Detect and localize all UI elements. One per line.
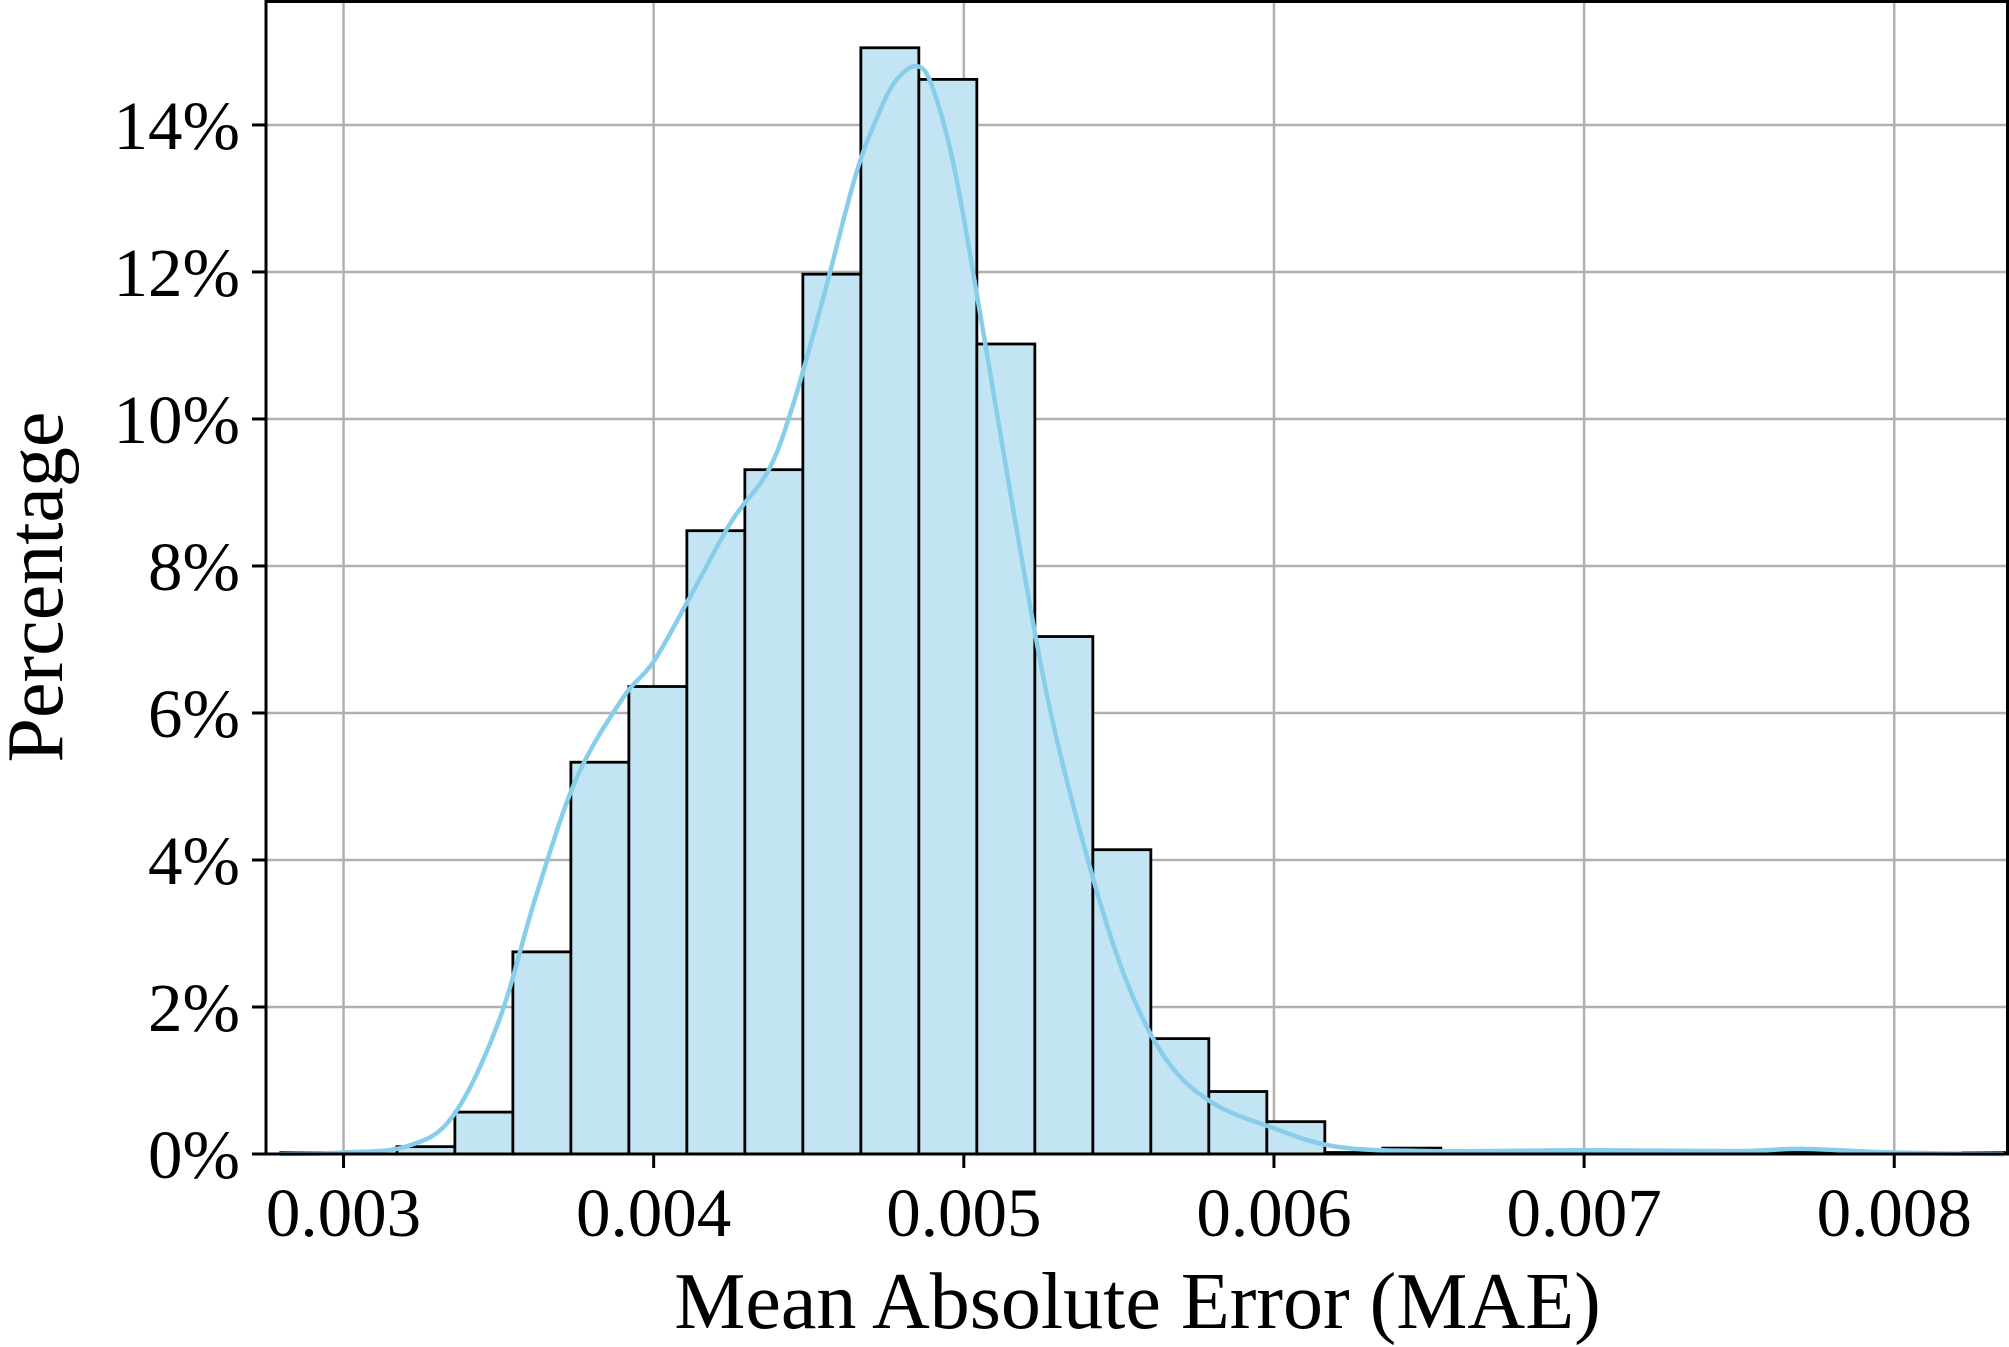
y-tick-label-14%: 14% [114, 88, 240, 164]
y-tick-label-2%: 2% [148, 970, 240, 1046]
histogram-bar-11 [917, 77, 979, 1156]
y-tick-label-6%: 6% [148, 676, 240, 752]
x-axis-ticks: 0.003 0.004 0.005 0.006 0.007 0.008 [266, 1154, 1972, 1251]
histogram-bar-13 [1033, 635, 1095, 1156]
x-axis-label: Mean Absolute Error (MAE) [674, 1258, 1600, 1346]
x-tick-label-0.006: 0.006 [1196, 1175, 1351, 1251]
x-tick-label-0.008: 0.008 [1817, 1175, 1972, 1251]
y-tick-label-10%: 10% [114, 382, 240, 458]
y-tick-label-12%: 12% [114, 235, 240, 311]
y-tick-label-4%: 4% [148, 823, 240, 899]
x-tick-label-0.003: 0.003 [266, 1175, 421, 1251]
histogram-bar-10 [859, 46, 921, 1156]
histogram-bar-14 [1091, 848, 1153, 1156]
histogram-bar-5 [569, 760, 631, 1156]
y-tick-label-0%: 0% [148, 1117, 240, 1193]
y-axis-label: Percentage [0, 412, 80, 763]
x-tick-label-0.007: 0.007 [1506, 1175, 1661, 1251]
y-tick-label-8%: 8% [148, 529, 240, 605]
histogram-bar-7 [685, 529, 747, 1156]
histogram-bar-9 [801, 272, 863, 1156]
kde-density-curve [279, 63, 2006, 1157]
histogram-bar-3 [453, 1110, 515, 1156]
plot-frame [264, 0, 2009, 1156]
y-axis-ticks: 0% 2% 4% 6% 8% 10% 12% 14% [114, 88, 266, 1193]
histogram-bars [279, 46, 2009, 1156]
histogram-bar-6 [627, 685, 689, 1156]
x-tick-label-0.005: 0.005 [886, 1175, 1041, 1251]
histogram-bar-4 [511, 950, 573, 1156]
histogram-bar-8 [743, 468, 805, 1156]
x-tick-label-0.004: 0.004 [576, 1175, 731, 1251]
